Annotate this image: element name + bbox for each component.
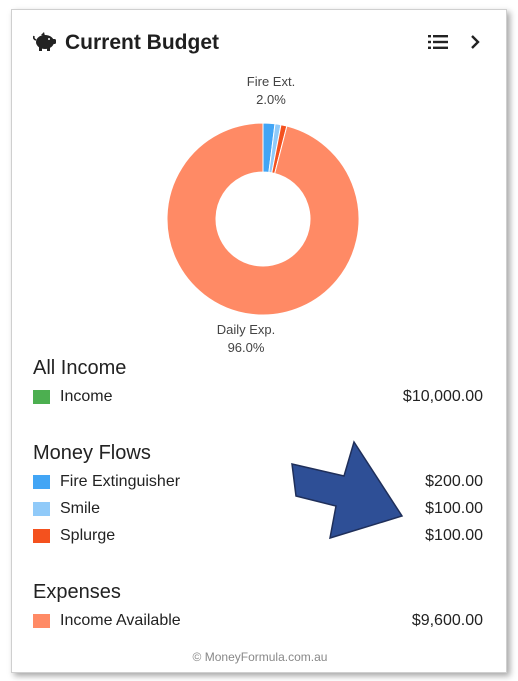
item-amount: $100.00: [425, 499, 483, 517]
list-icon[interactable]: [428, 35, 448, 54]
annotation-arrow-icon: [291, 440, 404, 540]
legend-swatch: [33, 501, 50, 516]
piggy-bank-icon: [32, 30, 57, 57]
item-amount: $200.00: [425, 472, 483, 490]
section-expenses: Expenses Income Available $9,600.00: [33, 577, 483, 634]
item-amount: $9,600.00: [411, 611, 483, 629]
slice-label: Fire Ext.: [247, 74, 295, 89]
budget-donut-chart: Fire Ext. 2.0% Daily Exp. 96.0%: [166, 74, 360, 355]
card-title: Current Budget: [65, 31, 219, 54]
section-title: Expenses: [33, 581, 121, 603]
slice-label: Daily Exp.: [217, 322, 276, 337]
list-item: Income Available $9,600.00: [33, 607, 483, 634]
list-item: Splurge $100.00: [33, 522, 483, 549]
card-header: Current Budget: [32, 26, 219, 60]
list-item: Fire Extinguisher $200.00: [33, 468, 483, 495]
copyright-footer: © MoneyFormula.com.au: [192, 650, 328, 664]
item-label: Splurge: [60, 526, 116, 544]
slice-percent: 96.0%: [228, 340, 265, 355]
header-actions: [428, 35, 480, 54]
item-label: Income Available: [60, 611, 181, 629]
list-item: Smile $100.00: [33, 495, 483, 522]
item-label: Smile: [60, 499, 101, 517]
legend-swatch: [33, 613, 50, 628]
item-label: Fire Extinguisher: [60, 472, 181, 490]
section-all-income: All Income Income $10,000.00: [33, 353, 483, 410]
legend-swatch: [33, 474, 50, 489]
section-money-flows: Money Flows Fire Extinguisher $200.00 Sm…: [33, 438, 483, 549]
item-amount: $10,000.00: [402, 387, 483, 405]
section-title: Money Flows: [33, 442, 151, 464]
legend-swatch: [33, 528, 50, 543]
chevron-right-icon[interactable]: [470, 35, 480, 54]
budget-card: Current Budget Fire Ext. 2.0% Daily Exp. 96…: [11, 9, 507, 673]
list-item: Income $10,000.00: [33, 383, 483, 410]
donut-slice-3[interactable]: [166, 122, 360, 316]
item-label: Income: [60, 387, 113, 405]
item-amount: $100.00: [425, 526, 483, 544]
legend-swatch: [33, 389, 50, 404]
slice-percent: 2.0%: [256, 92, 286, 107]
section-title: All Income: [33, 357, 127, 379]
